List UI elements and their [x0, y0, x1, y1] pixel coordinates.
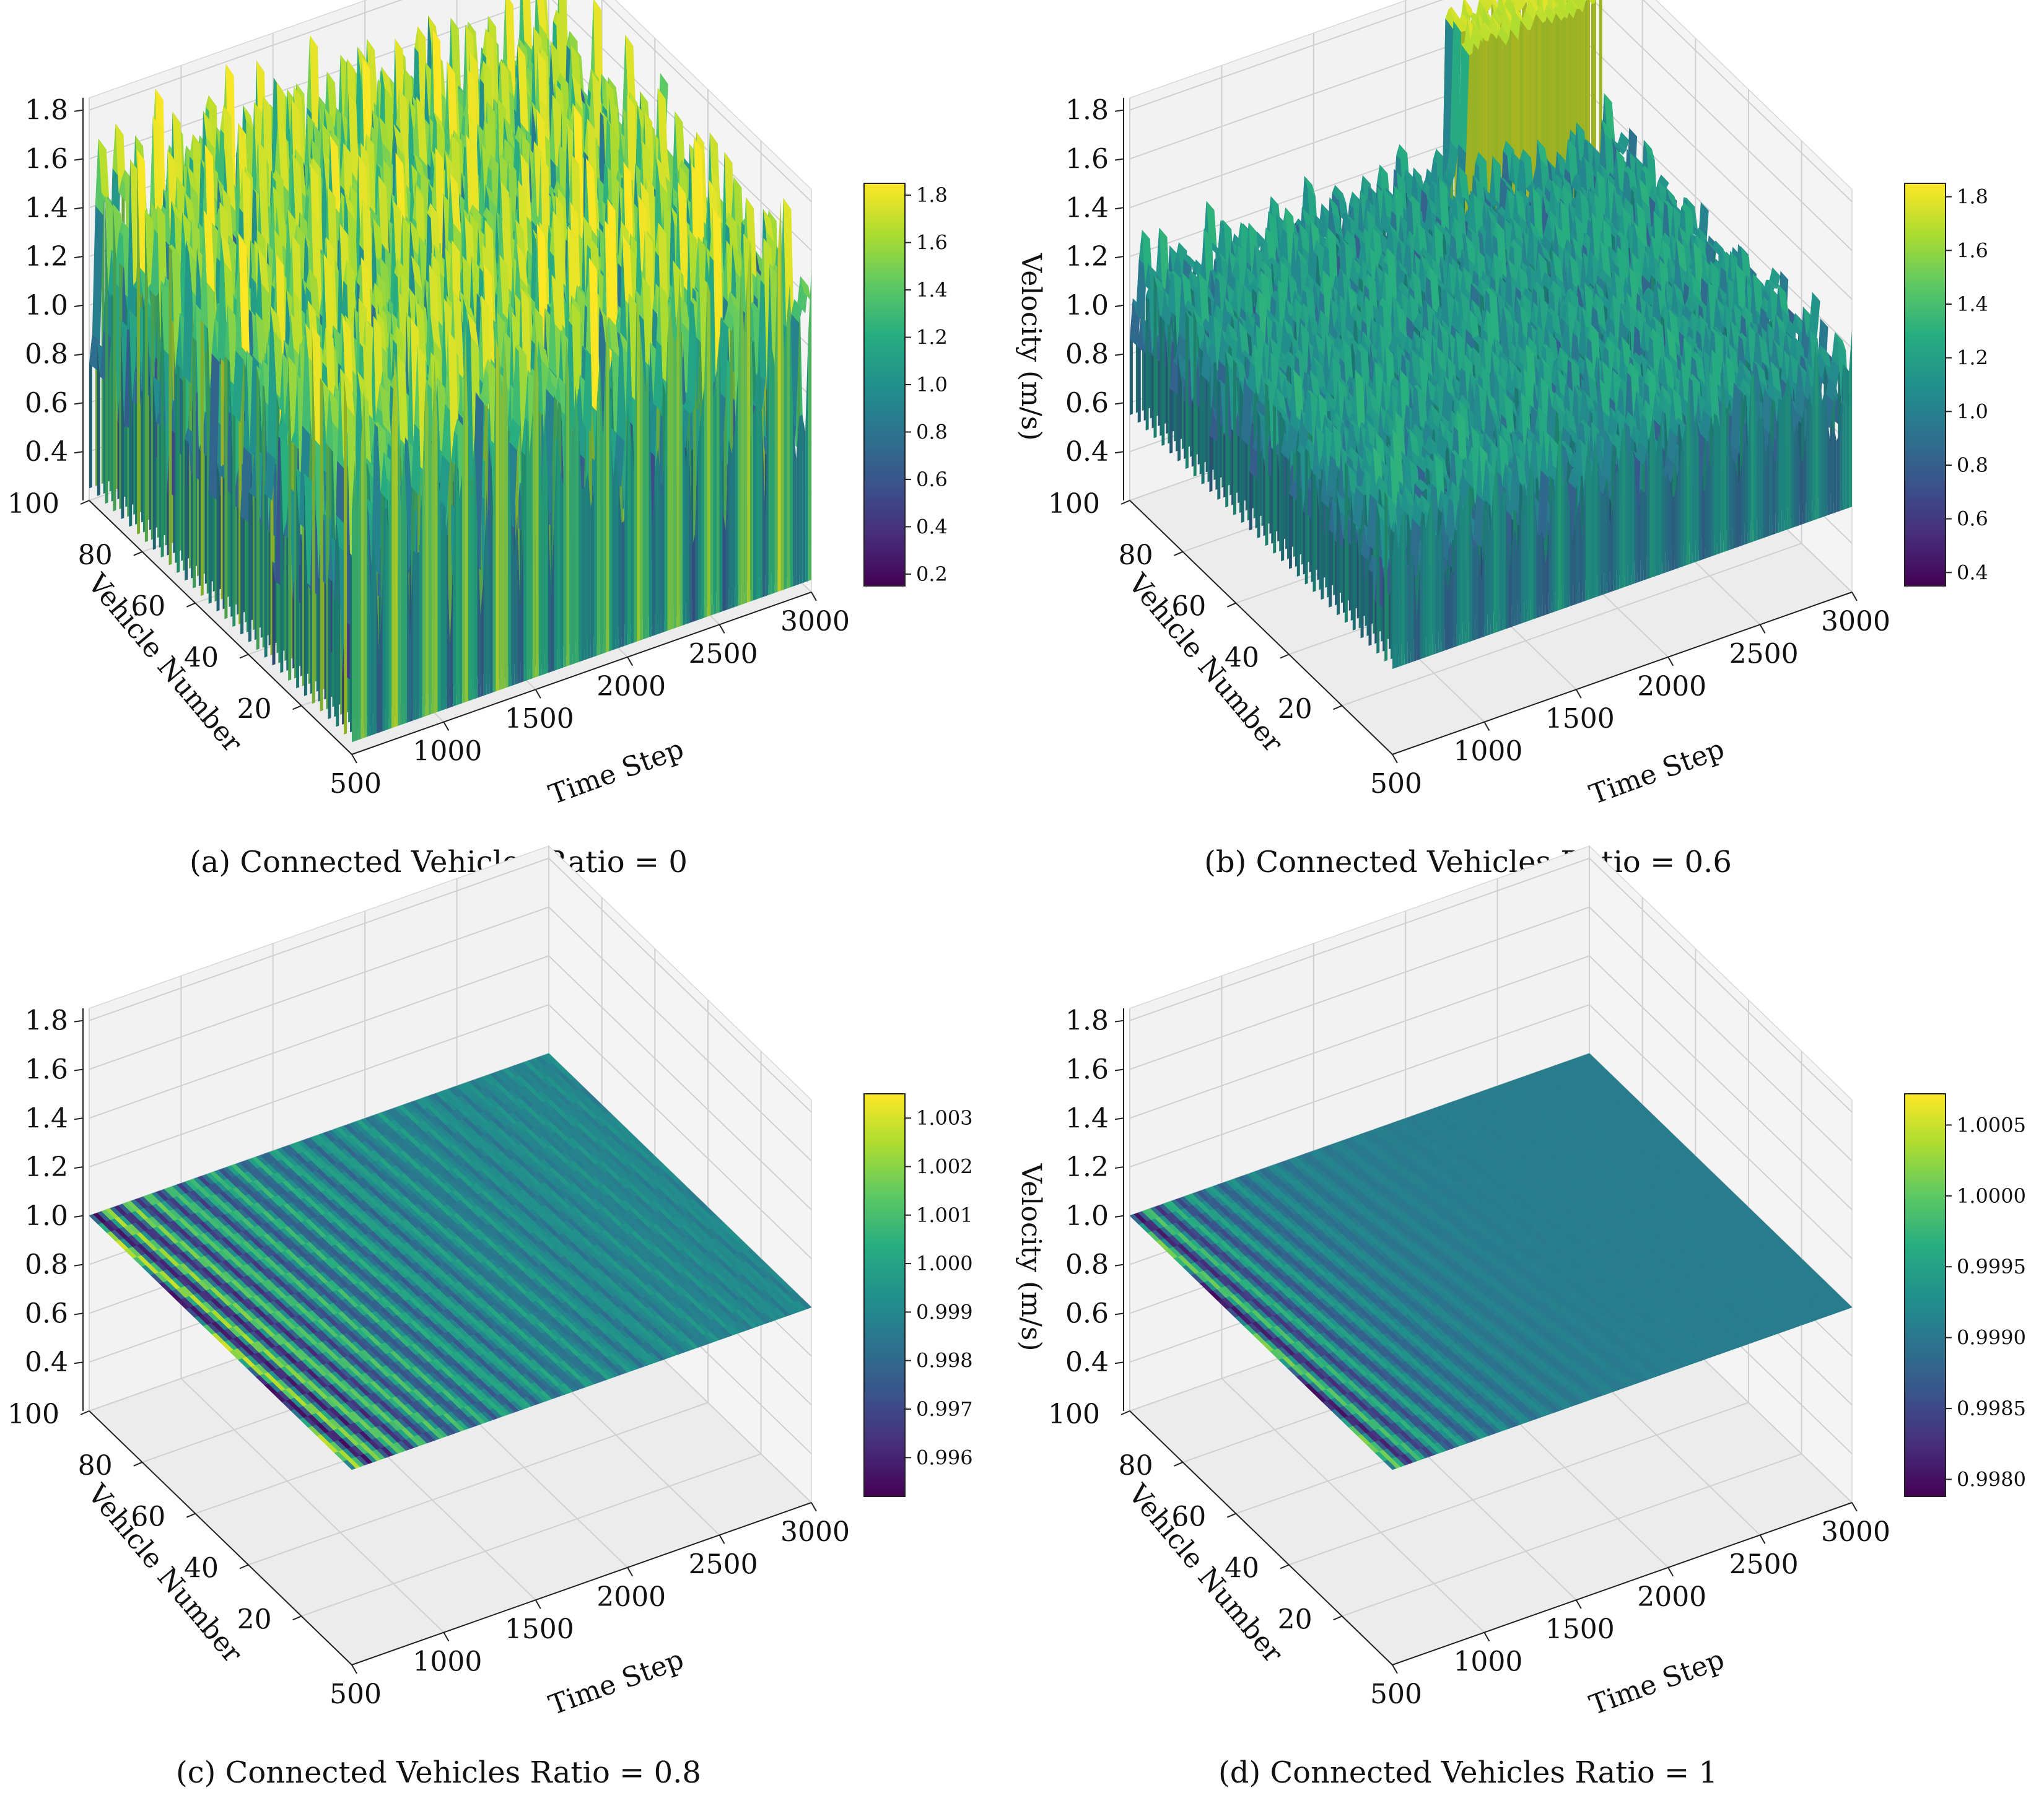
- surface-facet: [522, 0, 533, 51]
- x-tick-label: 3000: [780, 606, 850, 637]
- z-tick-label: 1.8: [25, 95, 68, 126]
- y-tick-mark: [133, 551, 143, 556]
- y-tick-label: 100: [7, 488, 59, 520]
- y-tick-mark: [80, 500, 90, 505]
- x-tick-mark: [811, 592, 817, 601]
- y-tick-label: 80: [78, 539, 113, 571]
- x-tick-mark: [627, 657, 634, 666]
- y-tick-label: 40: [184, 642, 219, 673]
- z-tick-label: 1.0: [25, 290, 68, 321]
- y-tick-mark: [292, 705, 302, 710]
- z-gridline: [89, 0, 812, 251]
- surface-facet: [273, 77, 285, 94]
- surface-facet: [92, 205, 103, 341]
- surface-rib: [216, 461, 220, 612]
- x-tick-mark: [535, 689, 541, 699]
- surface-rib: [97, 342, 100, 496]
- surface-rib: [248, 487, 251, 642]
- y-axis-line: [89, 500, 352, 755]
- z-tick-mark: [74, 304, 84, 307]
- z-tick-mark: [74, 353, 84, 356]
- z-tick-label: 1.6: [25, 143, 68, 175]
- surface-rib: [89, 333, 92, 489]
- x-tick-mark: [718, 624, 725, 634]
- z-tick-label: 0.4: [25, 436, 68, 468]
- z-tick-mark: [74, 256, 84, 259]
- x-tick-label: 1000: [413, 736, 482, 767]
- x-tick-label: 2500: [689, 638, 758, 670]
- y-tick-mark: [239, 653, 249, 659]
- surface-facet: [243, 105, 255, 131]
- z-tick-mark: [74, 207, 84, 210]
- x-tick-label: 500: [330, 768, 382, 800]
- z-tick-label: 1.2: [25, 241, 68, 273]
- z-tick-mark: [74, 109, 84, 112]
- surface-facet: [98, 138, 110, 203]
- surface-rib: [185, 427, 188, 581]
- y-tick-mark: [186, 602, 196, 608]
- x-tick-label: 1500: [505, 703, 574, 735]
- surface-rib: [193, 303, 196, 588]
- z-tick-mark: [74, 158, 84, 161]
- z-tick-mark: [74, 451, 84, 454]
- surface-facet: [203, 111, 214, 148]
- surface-rib: [105, 196, 108, 504]
- z-tick-label: 0.8: [25, 339, 68, 370]
- x-tick-mark: [443, 722, 450, 731]
- z-tick-mark: [74, 402, 84, 405]
- z-tick-label: 1.4: [25, 192, 68, 224]
- surface-a: [89, 0, 811, 743]
- y-tick-label: 20: [237, 693, 272, 725]
- z-gridline: [89, 0, 812, 203]
- x-tick-mark: [351, 754, 357, 764]
- surface-rib: [113, 203, 116, 512]
- panel-a: 500 1000 1500 2000 2500 3000 20 40 60 80 100 0.4 0.6…: [7, 0, 948, 880]
- surface-facet: [326, 71, 338, 131]
- x-axis-line: [351, 592, 812, 755]
- z-tick-label: 0.6: [25, 387, 68, 419]
- y-tick-label: 60: [131, 591, 165, 622]
- x-tick-label: 2000: [596, 671, 666, 702]
- surface-rib: [168, 244, 172, 565]
- surface-rib: [256, 365, 260, 650]
